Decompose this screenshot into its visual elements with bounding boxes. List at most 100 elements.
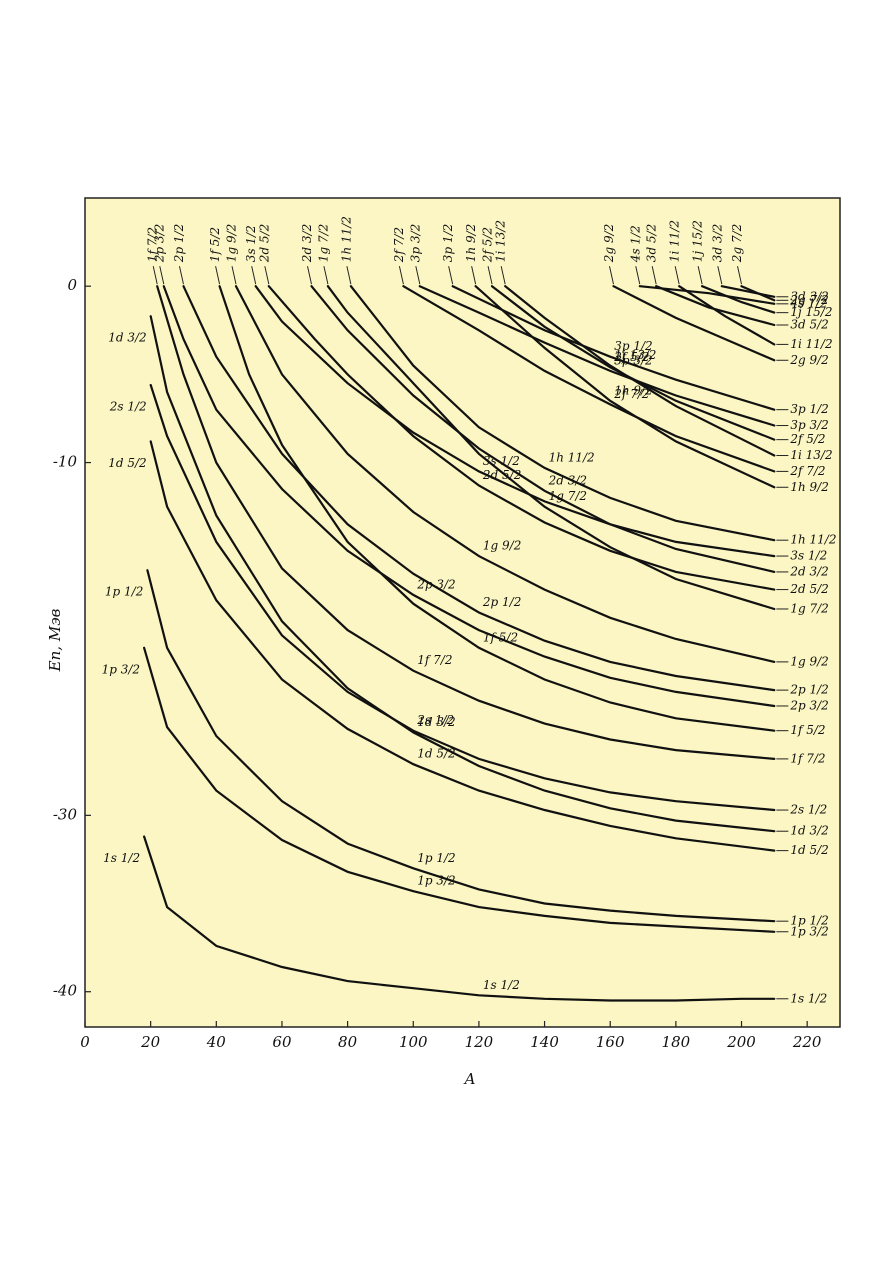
- level-curve: [474, 285, 776, 489]
- level-label-top: 2g 7/2: [730, 224, 744, 263]
- level-label-right: 2d 5/2: [789, 582, 828, 596]
- leader-line: [674, 266, 680, 285]
- level-label-mid: 1f 5/2: [483, 630, 518, 644]
- level-label-right: 1h 11/2: [790, 533, 836, 547]
- level-curve: [254, 285, 776, 558]
- level-label-mid: 1i 13/2: [614, 348, 656, 362]
- level-curve: [146, 569, 776, 923]
- leader-line: [487, 266, 493, 285]
- level-curve: [267, 285, 776, 591]
- level-label-mid: 3p 3/2: [614, 353, 652, 367]
- level-curve: [655, 285, 776, 327]
- level-curve: [504, 285, 776, 457]
- level-label-right: 1p 1/2: [790, 914, 828, 928]
- plot-area: [84, 197, 841, 1028]
- leader-line: [152, 266, 158, 285]
- level-label-top: 2f 7/2: [392, 227, 406, 263]
- level-label-mid: 1p 1/2: [417, 851, 455, 865]
- level-label-top: 1i 13/2: [494, 220, 508, 262]
- level-curve: [490, 285, 776, 441]
- x-tick-label: 100: [399, 1033, 428, 1051]
- level-curve: [149, 315, 776, 833]
- level-label-top: 1i 11/2: [668, 220, 682, 262]
- level-curve: [143, 835, 776, 1002]
- level-curve: [678, 285, 776, 346]
- level-label-right: 2f 7/2: [789, 464, 825, 478]
- level-label-left: 1d 3/2: [108, 331, 146, 345]
- level-label-mid: 2p 1/2: [482, 595, 521, 609]
- x-tick-label: 60: [272, 1033, 292, 1051]
- level-label-mid: 1f 7/2: [417, 653, 452, 667]
- level-label-right: 1d 3/2: [790, 824, 828, 838]
- x-tick-label: 160: [596, 1033, 625, 1051]
- leader-line: [307, 266, 312, 285]
- level-curve: [143, 646, 776, 933]
- level-label-top: 4s 1/2: [628, 225, 642, 263]
- level-curve: [162, 285, 776, 708]
- x-tick-label: 20: [140, 1033, 161, 1051]
- level-label-top: 2p 1/2: [172, 224, 186, 263]
- level-label-right: 1f 7/2: [790, 751, 825, 765]
- leader-line: [251, 266, 257, 285]
- level-curve: [234, 285, 776, 663]
- level-label-right: 1g 7/2: [790, 601, 828, 615]
- level-label-right: 2p 1/2: [789, 683, 828, 697]
- leader-line: [215, 266, 221, 285]
- level-curve: [402, 285, 776, 473]
- level-label-mid: 2s 1/2: [416, 713, 454, 727]
- level-curve: [740, 285, 776, 302]
- x-tick-label: 120: [465, 1033, 494, 1051]
- level-label-right: 3d 5/2: [790, 317, 828, 331]
- leader-line: [159, 266, 165, 285]
- level-label-mid: 1g 7/2: [549, 489, 587, 503]
- leader-line: [471, 266, 477, 285]
- x-tick-label: 220: [792, 1033, 822, 1051]
- level-label-left: 1d 5/2: [108, 456, 146, 470]
- leader-line: [346, 266, 352, 285]
- level-curve: [720, 285, 776, 298]
- level-label-top: 1h 11/2: [339, 216, 353, 262]
- level-label-top: 2p 3/2: [152, 224, 166, 263]
- level-label-top: 3p 1/2: [441, 224, 455, 262]
- leader-line: [398, 266, 404, 285]
- leader-line: [178, 266, 184, 285]
- level-label-top: 1g 9/2: [225, 224, 239, 262]
- level-label-right: 1j 15/2: [790, 305, 832, 319]
- level-label-right: 2g 9/2: [789, 353, 828, 367]
- level-label-right: 1i 13/2: [790, 448, 832, 462]
- level-label-top: 1g 7/2: [316, 224, 330, 262]
- level-label-right: 1g 9/2: [790, 654, 828, 668]
- level-label-top: 1f 5/2: [208, 227, 222, 262]
- level-label-top: 2d 3/2: [300, 224, 314, 263]
- level-label-right: 2p 3/2: [789, 698, 828, 712]
- y-tick-label: -40: [53, 982, 78, 1000]
- level-label-right: 1f 5/2: [790, 723, 825, 737]
- level-label-top: 3s 1/2: [244, 225, 258, 262]
- level-label-top: 1h 9/2: [464, 224, 478, 263]
- level-label-top: 2g 9/2: [602, 224, 616, 263]
- leader-line: [500, 266, 506, 285]
- y-axis-label: Eп, Мэв: [46, 608, 64, 672]
- level-label-mid: 2f 5/2: [613, 350, 649, 364]
- level-label-right: 1h 9/2: [790, 480, 829, 494]
- level-label-mid: 1d 3/2: [417, 715, 455, 729]
- level-label-left: 1p 1/2: [105, 585, 143, 599]
- level-curve: [310, 285, 776, 573]
- level-label-top: 1j 15/2: [691, 220, 705, 262]
- x-tick-label: 80: [338, 1033, 358, 1051]
- level-label-top: 2f 5/2: [481, 227, 495, 263]
- leader-line: [231, 266, 237, 285]
- x-tick-label: 40: [206, 1033, 227, 1051]
- level-label-mid: 1g 9/2: [483, 539, 521, 553]
- y-tick-label: -10: [53, 453, 78, 471]
- level-curve: [156, 285, 776, 760]
- level-label-right: 3p 3/2: [790, 418, 828, 432]
- level-label-right: 3p 1/2: [790, 402, 828, 416]
- x-tick-label: 140: [530, 1033, 559, 1051]
- leader-line: [651, 266, 657, 285]
- level-label-left: 2s 1/2: [109, 399, 147, 413]
- level-label-top: 3p 3/2: [408, 224, 422, 262]
- level-curve: [349, 285, 776, 542]
- y-tick-label: 0: [67, 276, 77, 294]
